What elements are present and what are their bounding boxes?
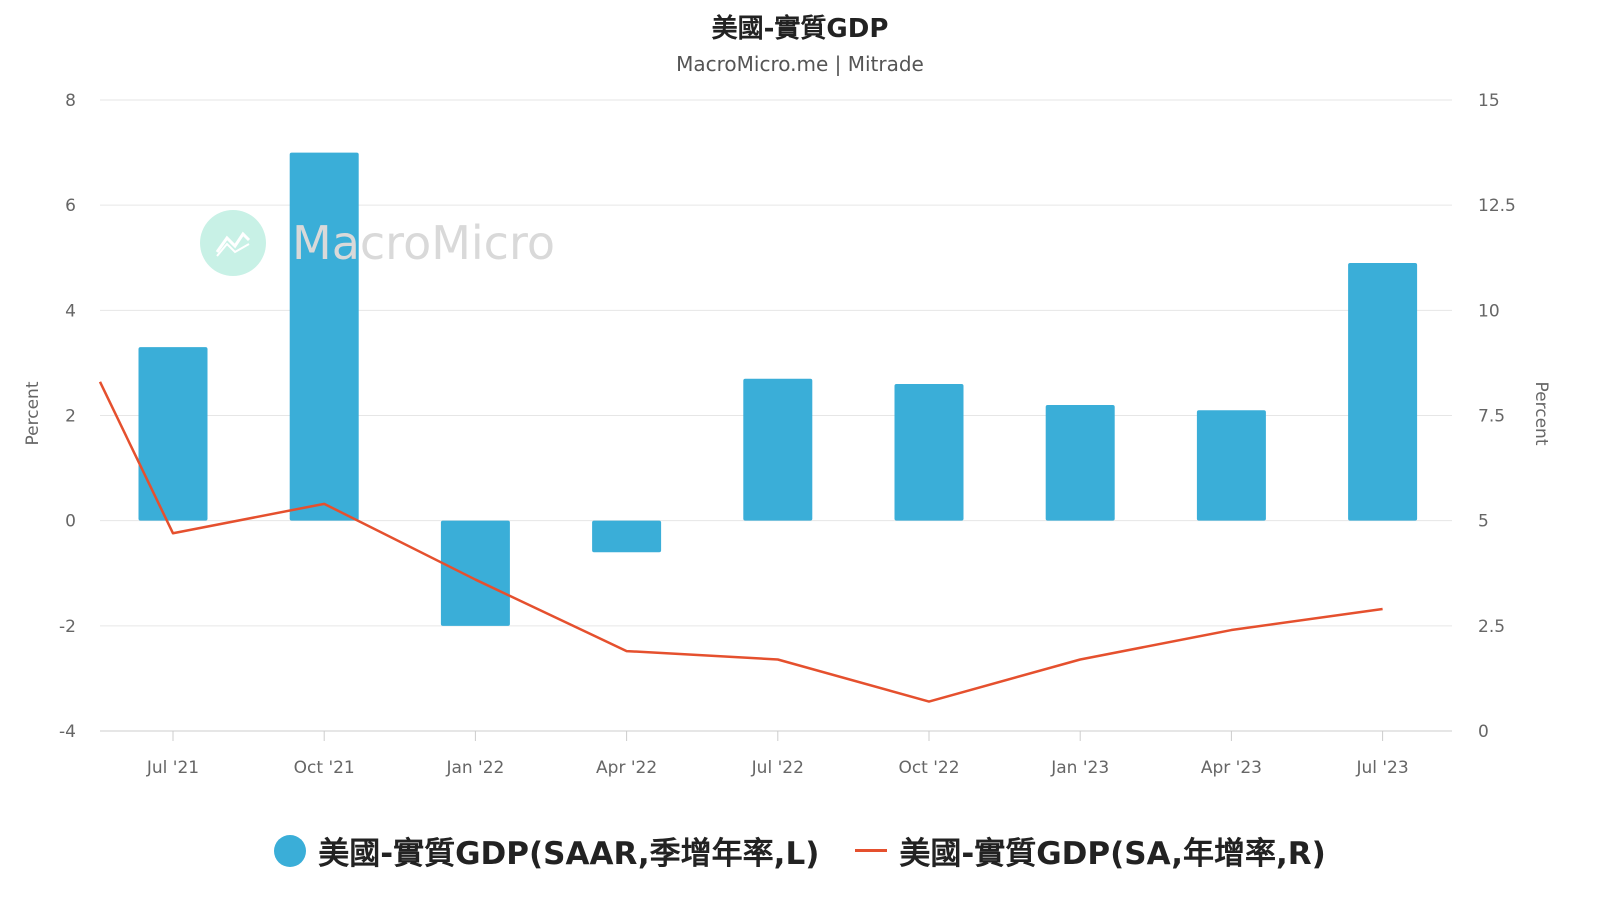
left-tick-label: 8 bbox=[65, 91, 76, 111]
left-tick-label: 2 bbox=[65, 407, 76, 427]
left-axis-title: Percent bbox=[23, 381, 43, 445]
x-tick-label: Apr '22 bbox=[596, 758, 657, 778]
bar bbox=[1348, 263, 1418, 521]
bar bbox=[289, 152, 359, 521]
left-tick-label: 0 bbox=[65, 512, 76, 532]
legend-bar-label: 美國-實質GDP(SAAR,季增年率,L) bbox=[318, 836, 820, 872]
chart-subtitle: MacroMicro.me | Mitrade bbox=[676, 52, 924, 76]
right-tick-label: 12.5 bbox=[1478, 196, 1516, 216]
series-line bbox=[98, 381, 1383, 703]
x-tick-label: Jul '22 bbox=[751, 758, 804, 778]
bar bbox=[1045, 404, 1115, 521]
x-tick-label: Apr '23 bbox=[1201, 758, 1262, 778]
bar bbox=[592, 520, 662, 553]
left-tick-label: -4 bbox=[59, 722, 76, 742]
watermark-text: MacroMicro bbox=[292, 216, 556, 270]
legend-line-swatch-icon bbox=[855, 849, 888, 852]
right-tick-label: 2.5 bbox=[1478, 617, 1505, 637]
x-tick-label: Jul '23 bbox=[1355, 758, 1408, 778]
bar bbox=[440, 520, 510, 626]
x-tick-label: Oct '21 bbox=[294, 758, 355, 778]
legend-line-label: 美國-實質GDP(SA,年增率,R) bbox=[899, 836, 1326, 872]
x-tick-label: Jul '21 bbox=[146, 758, 199, 778]
bar bbox=[138, 347, 208, 521]
right-tick-label: 0 bbox=[1478, 722, 1489, 742]
x-tick-label: Jan '22 bbox=[445, 758, 504, 778]
legend: 美國-實質GDP(SAAR,季增年率,L) 美國-實質GDP(SA,年增率,R) bbox=[0, 828, 1600, 873]
right-tick-label: 5 bbox=[1478, 512, 1489, 532]
right-tick-label: 15 bbox=[1478, 91, 1500, 111]
x-tick-label: Jan '23 bbox=[1050, 758, 1109, 778]
right-tick-label: 10 bbox=[1478, 301, 1500, 321]
left-tick-label: -2 bbox=[59, 617, 76, 637]
legend-item-line[interactable]: 美國-實質GDP(SA,年增率,R) bbox=[855, 828, 1326, 873]
macromicro-logo-icon bbox=[200, 210, 266, 276]
chart-title: 美國-實質GDP bbox=[711, 14, 889, 44]
bar bbox=[894, 383, 964, 521]
legend-item-bar[interactable]: 美國-實質GDP(SAAR,季增年率,L) bbox=[274, 828, 819, 873]
x-tick-label: Oct '22 bbox=[898, 758, 959, 778]
bar bbox=[743, 378, 813, 521]
right-axis-title: Percent bbox=[1531, 382, 1551, 446]
legend-bar-swatch-icon bbox=[274, 834, 307, 867]
watermark: MacroMicro bbox=[200, 210, 555, 276]
left-tick-label: 4 bbox=[65, 301, 76, 321]
left-tick-label: 6 bbox=[65, 196, 76, 216]
bar bbox=[1196, 410, 1266, 521]
right-tick-label: 7.5 bbox=[1478, 407, 1505, 427]
